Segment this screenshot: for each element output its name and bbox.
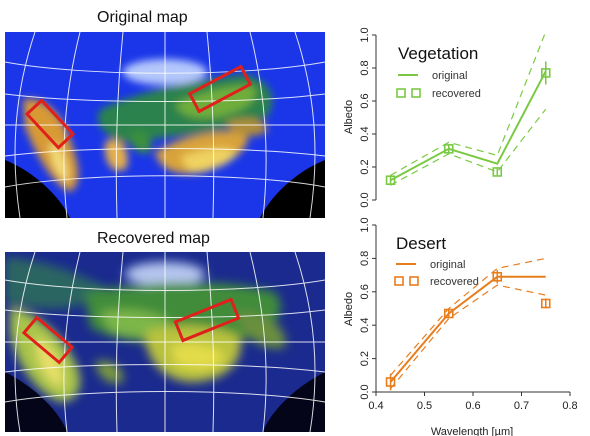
legend-label-original: original: [432, 70, 467, 82]
x-tick-label: 0.5: [417, 400, 432, 412]
upper-bound-line: [390, 257, 546, 376]
original-map: [5, 32, 325, 218]
y-tick-label: 1.0: [359, 27, 371, 42]
highlight-box-left: [24, 98, 76, 150]
legend: original recovered: [396, 70, 481, 100]
legend-marker-recovered: [396, 88, 406, 98]
x-tick-label: 0.4: [368, 400, 383, 412]
x-tick-label: 0.7: [514, 400, 529, 412]
legend-marker-recovered: [394, 276, 404, 286]
y-tick-label: 1.0: [359, 217, 371, 232]
y-tick-label: 0.0: [359, 192, 371, 207]
legend: original recovered: [394, 259, 479, 288]
recovered-map-title: Recovered map: [97, 230, 210, 247]
highlight-box-right: [173, 297, 241, 343]
y-tick-label: 0.6: [359, 284, 371, 299]
lower-bound-line: [390, 108, 547, 186]
lower-bound-line: [390, 284, 546, 390]
original-line: [389, 275, 546, 383]
y-axis-label: Albedo: [343, 100, 355, 134]
recovered-point: [443, 308, 454, 319]
legend-label-original: original: [430, 259, 465, 271]
y-tick-label: 0.2: [359, 159, 371, 174]
legend-marker-recovered: [409, 276, 419, 286]
chart-title: Desert: [396, 234, 446, 253]
recovered-point: [540, 68, 551, 78]
x-tick-label: 0.6: [465, 400, 480, 412]
y-tick-label: 0.6: [359, 93, 371, 108]
legend-label-recovered: recovered: [432, 88, 481, 100]
y-tick-label: 0.0: [359, 384, 371, 399]
upper-bound-line: [390, 31, 547, 176]
highlight-box-left: [21, 315, 75, 365]
y-tick-label: 0.4: [359, 126, 371, 141]
y-tick-label: 0.2: [359, 351, 371, 366]
vegetation-chart: Albedo 0.0 0.2 0.4 0.6 0.8 1.0 Vegetation ori…: [343, 27, 551, 208]
x-axis-label: Wavelength [µm]: [431, 426, 513, 436]
recovered-map: [5, 252, 325, 432]
legend-label-recovered: recovered: [430, 276, 479, 288]
y-tick-label: 0.4: [359, 318, 371, 333]
legend-marker-recovered: [411, 88, 421, 98]
y-axis-label: Albedo: [343, 292, 355, 326]
original-line: [390, 70, 547, 182]
recovered-point: [385, 175, 396, 185]
highlight-box-right: [187, 64, 253, 114]
recovered-point: [443, 144, 454, 154]
recovered-point: [385, 377, 396, 387]
original-map-title: Original map: [97, 9, 188, 26]
chart-title: Vegetation: [398, 44, 478, 63]
x-tick-label: 0.8: [562, 400, 577, 412]
recovered-point: [492, 167, 503, 177]
recovered-point: [540, 298, 551, 309]
desert-chart: Albedo Wavelength [µm] 0.0 0.2 0.4 0.6 0.8 1.…: [343, 217, 578, 436]
y-tick-label: 0.8: [359, 60, 371, 75]
recovered-point: [492, 271, 503, 282]
y-tick-label: 0.8: [359, 251, 371, 266]
